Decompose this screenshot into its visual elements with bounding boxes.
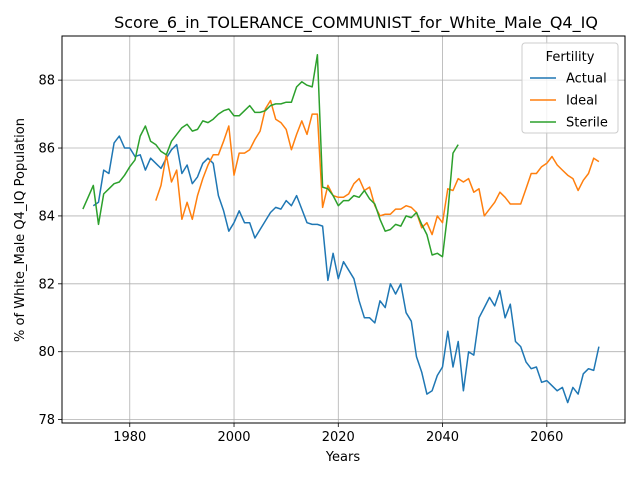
series-line-actual	[92, 135, 600, 404]
legend-title: Fertility	[546, 50, 595, 65]
x-axis-label: Years	[325, 450, 361, 465]
y-tick-label: 82	[38, 277, 55, 292]
x-tick-label: 2060	[530, 430, 563, 445]
x-tick-label: 2020	[322, 430, 355, 445]
y-tick-label: 78	[38, 413, 55, 428]
series-lines	[82, 53, 600, 404]
y-axis-label: % of White_Male Q4_IQ Population	[13, 118, 28, 342]
x-tick-label: 2040	[426, 430, 459, 445]
legend-label-ideal: Ideal	[566, 94, 598, 109]
legend-box	[521, 42, 619, 134]
y-tick-label: 86	[38, 142, 55, 157]
y-tick-label: 80	[38, 345, 55, 360]
legend-label-actual: Actual	[566, 72, 607, 87]
y-tick-label: 84	[38, 209, 55, 224]
series-line-sterile	[82, 53, 459, 258]
plot-frame	[61, 35, 626, 424]
x-tick-label: 1980	[113, 430, 146, 445]
y-axis-ticks: 78 80 82 84 86 88	[38, 74, 62, 428]
x-axis-ticks: 1980 2000 2020 2040 2060	[113, 423, 563, 445]
chart-title: Score_6_in_TOLERANCE_COMMUNIST_for_White…	[114, 13, 598, 33]
x-tick-label: 2000	[217, 430, 250, 445]
legend-label-sterile: Sterile	[566, 116, 608, 131]
y-tick-label: 88	[38, 74, 55, 89]
legend: Fertility Actual Ideal Sterile	[521, 42, 619, 134]
